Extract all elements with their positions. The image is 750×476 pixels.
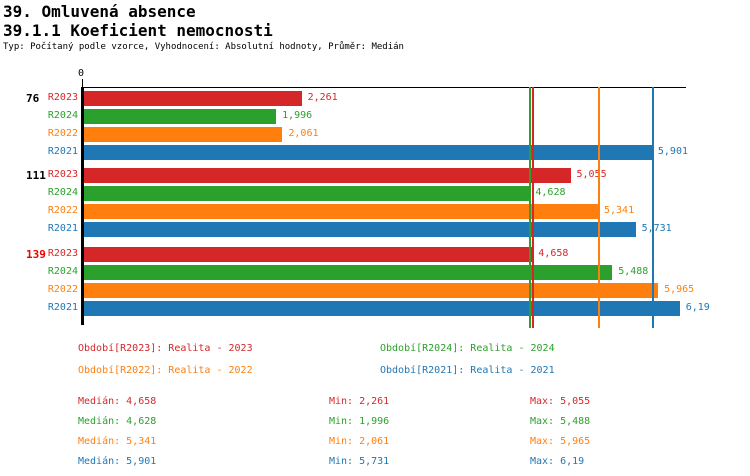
bar-value-label: 5,341 — [604, 205, 635, 216]
bar-row: 139 R2023 4,658 — [26, 247, 686, 265]
bar-row: R2021 6,19 — [48, 301, 710, 319]
median-line — [529, 87, 532, 328]
bar — [84, 204, 598, 219]
bar-group: 111 R2023 5,055 R2024 4,628 R2022 5,341 R2021 5,… — [26, 168, 686, 240]
bar-value-label: 4,658 — [538, 248, 569, 259]
stats-row-r2023: Medián: 4,658 Min: 2,261 Max: 5,055 — [0, 392, 750, 412]
min-value: Min: 1,996 — [329, 416, 390, 427]
series-label: R2024 — [47, 110, 78, 121]
min-value: Min: 2,061 — [329, 436, 390, 447]
median-value: Medián: 4,658 — [78, 396, 157, 407]
legend-item-r2021: Období[R2021]: Realita - 2021 — [380, 365, 555, 376]
series-label: R2024 — [47, 266, 78, 277]
page-title: 39. Omluvená absence — [3, 2, 196, 21]
median-value: Medián: 5,341 — [78, 436, 157, 447]
stats-row-r2021: Medián: 5,901 Min: 5,731 Max: 6,19 — [0, 452, 750, 472]
bar — [84, 109, 277, 124]
bar — [84, 283, 659, 298]
plot-area: 76 R2023 2,261 R2024 1,996 R2022 2,061 R2021 5,9… — [26, 88, 710, 325]
bar — [84, 222, 636, 237]
series-label: R2022 — [47, 284, 78, 295]
median-line — [651, 87, 654, 328]
bar — [84, 301, 680, 316]
max-value: Max: 6,19 — [530, 456, 585, 467]
bar-value-label: 2,261 — [307, 92, 338, 103]
median-value: Medián: 5,901 — [78, 456, 157, 467]
bar-value-label: 6,19 — [685, 302, 710, 313]
bar-row: 111 R2023 5,055 — [26, 168, 686, 186]
median-line — [598, 87, 600, 328]
bar-row: R2024 4,628 — [48, 186, 686, 204]
bar-row: 76 R2023 2,261 — [26, 91, 686, 109]
bar-row: R2021 5,901 — [48, 145, 688, 163]
bar — [84, 265, 613, 280]
bar-chart: 0 76 R2023 2,261 R2024 1,996 R2022 2,061 R2021 5… — [0, 60, 750, 340]
bar-row: R2022 2,061 — [48, 127, 686, 145]
stats-row-r2022: Medián: 5,341 Min: 2,061 Max: 5,965 — [0, 432, 750, 452]
bar-row: R2024 1,996 — [48, 109, 686, 127]
series-label: R2024 — [47, 187, 78, 198]
stats-row-r2024: Medián: 4,628 Min: 1,996 Max: 5,488 — [0, 412, 750, 432]
max-value: Max: 5,488 — [530, 416, 591, 427]
bar-group: 139 R2023 4,658 R2024 5,488 R2022 5,965 R2021 6,… — [26, 247, 710, 319]
bar-value-label: 2,061 — [288, 128, 319, 139]
bar-row: R2022 5,341 — [48, 204, 686, 222]
median-line — [532, 87, 535, 328]
bar-value-label: 4,628 — [535, 187, 566, 198]
series-label: R2021 — [47, 223, 78, 234]
min-value: Min: 2,261 — [329, 396, 390, 407]
legend-item-r2024: Období[R2024]: Realita - 2024 — [380, 343, 555, 354]
series-label: R2022 — [47, 128, 78, 139]
group-label: 111 — [26, 169, 46, 182]
indicator-title: 39.1.1 Koeficient nemocnosti — [3, 21, 273, 40]
bar — [84, 186, 530, 201]
series-label: R2023 — [47, 92, 78, 103]
min-value: Min: 5,731 — [329, 456, 390, 467]
x-axis-zero-label: 0 — [77, 68, 85, 79]
bar-value-label: 5,731 — [641, 223, 672, 234]
series-label: R2023 — [47, 169, 78, 180]
series-label: R2022 — [47, 205, 78, 216]
legend-item-r2022: Období[R2022]: Realita - 2022 — [78, 365, 253, 376]
bar — [84, 127, 283, 142]
series-label: R2021 — [47, 146, 78, 157]
bar-value-label: 5,488 — [618, 266, 649, 277]
median-value: Medián: 4,628 — [78, 416, 157, 427]
indicator-meta: Typ: Počítaný podle vzorce, Vyhodnocení:… — [3, 42, 404, 52]
legend-item-r2023: Období[R2023]: Realita - 2023 — [78, 343, 253, 354]
bar-group: 76 R2023 2,261 R2024 1,996 R2022 2,061 R2021 5,9… — [26, 91, 688, 163]
bar-value-label: 5,055 — [576, 169, 607, 180]
bar-row: R2024 5,488 — [48, 265, 686, 283]
y-axis-line — [81, 87, 84, 325]
bar — [84, 168, 571, 183]
bar-value-label: 1,996 — [282, 110, 313, 121]
group-label: 139 — [26, 248, 46, 261]
bar-value-label: 5,901 — [657, 146, 688, 157]
bar — [84, 247, 533, 262]
bar-row: R2022 5,965 — [48, 283, 694, 301]
bar-value-label: 5,965 — [664, 284, 695, 295]
group-label: 76 — [26, 92, 40, 105]
bar — [84, 145, 652, 160]
max-value: Max: 5,965 — [530, 436, 591, 447]
max-value: Max: 5,055 — [530, 396, 591, 407]
bar-row: R2021 5,731 — [48, 222, 686, 240]
series-label: R2021 — [47, 302, 78, 313]
x-axis-line — [84, 87, 686, 88]
x-axis-tick — [82, 79, 83, 88]
series-label: R2023 — [47, 248, 78, 259]
bar — [84, 91, 302, 106]
